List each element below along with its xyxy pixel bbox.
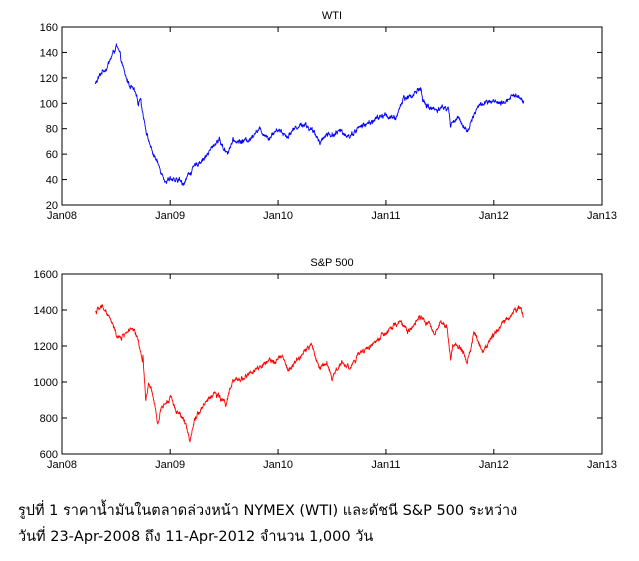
wti-y-tick-label: 140 [40,47,58,59]
wti-x-tick-label: Jan10 [263,210,293,222]
sp500-x-tick-label: Jan09 [155,459,185,471]
wti-x-tick-label: Jan11 [371,210,400,222]
wti-series-line [94,43,525,186]
wti-y-tick-label: 80 [46,124,58,136]
wti-y-tick-label: 160 [40,22,58,34]
figure-caption: รูปที่ 1 ราคาน้ำมันในตลาดล่วงหน้า NYMEX … [18,498,628,550]
sp500-y-tick-label: 600 [40,449,58,461]
sp500-x-tick-label: Jan12 [479,459,509,471]
sp500-y-tick-label: 1600 [34,269,58,281]
wti-x-tick-label: Jan09 [155,210,185,222]
wti-y-tick-label: 100 [40,98,58,110]
sp500-x-tick-label: Jan13 [587,459,617,471]
chart-wti: WTI 20 40 60 80 100 120 140 160 Jan08 Jan09 Jan10 Ja… [40,10,617,222]
wti-x-tick-label: Jan08 [47,210,77,222]
caption-line-2: วันที่ 23-Apr-2008 ถึง 11-Apr-2012 จำนวน… [18,529,374,545]
sp500-y-tick-label: 1000 [34,377,58,389]
caption-line-1: รูปที่ 1 ราคาน้ำมันในตลาดล่วงหน้า NYMEX … [18,503,518,519]
sp500-x-tick-label: Jan11 [371,459,400,471]
wti-y-tick-label: 60 [46,149,58,161]
sp500-y-tick-label: 1400 [34,305,58,317]
sp500-x-tick-label: Jan10 [263,459,293,471]
wti-y-tick-label: 40 [46,175,58,187]
sp500-series-line [95,304,524,443]
figure-canvas: WTI 20 40 60 80 100 120 140 160 Jan08 Jan09 Jan10 Ja… [34,10,617,471]
sp500-y-tick-label: 1200 [34,341,58,353]
wti-plot-frame [61,26,603,206]
wti-title: WTI [322,10,342,22]
sp500-plot-frame [61,273,603,455]
wti-x-tick-label: Jan13 [587,210,617,222]
wti-y-tick-label: 20 [46,200,58,212]
sp500-x-tick-label: Jan08 [47,459,77,471]
wti-y-tick-label: 120 [40,73,58,85]
chart-sp500: S&P 500 600 800 1000 1200 1400 1600 Jan08 Jan09 J… [34,257,617,471]
sp500-y-tick-label: 800 [40,413,58,425]
wti-x-tick-label: Jan12 [479,210,509,222]
sp500-title: S&P 500 [310,257,353,269]
